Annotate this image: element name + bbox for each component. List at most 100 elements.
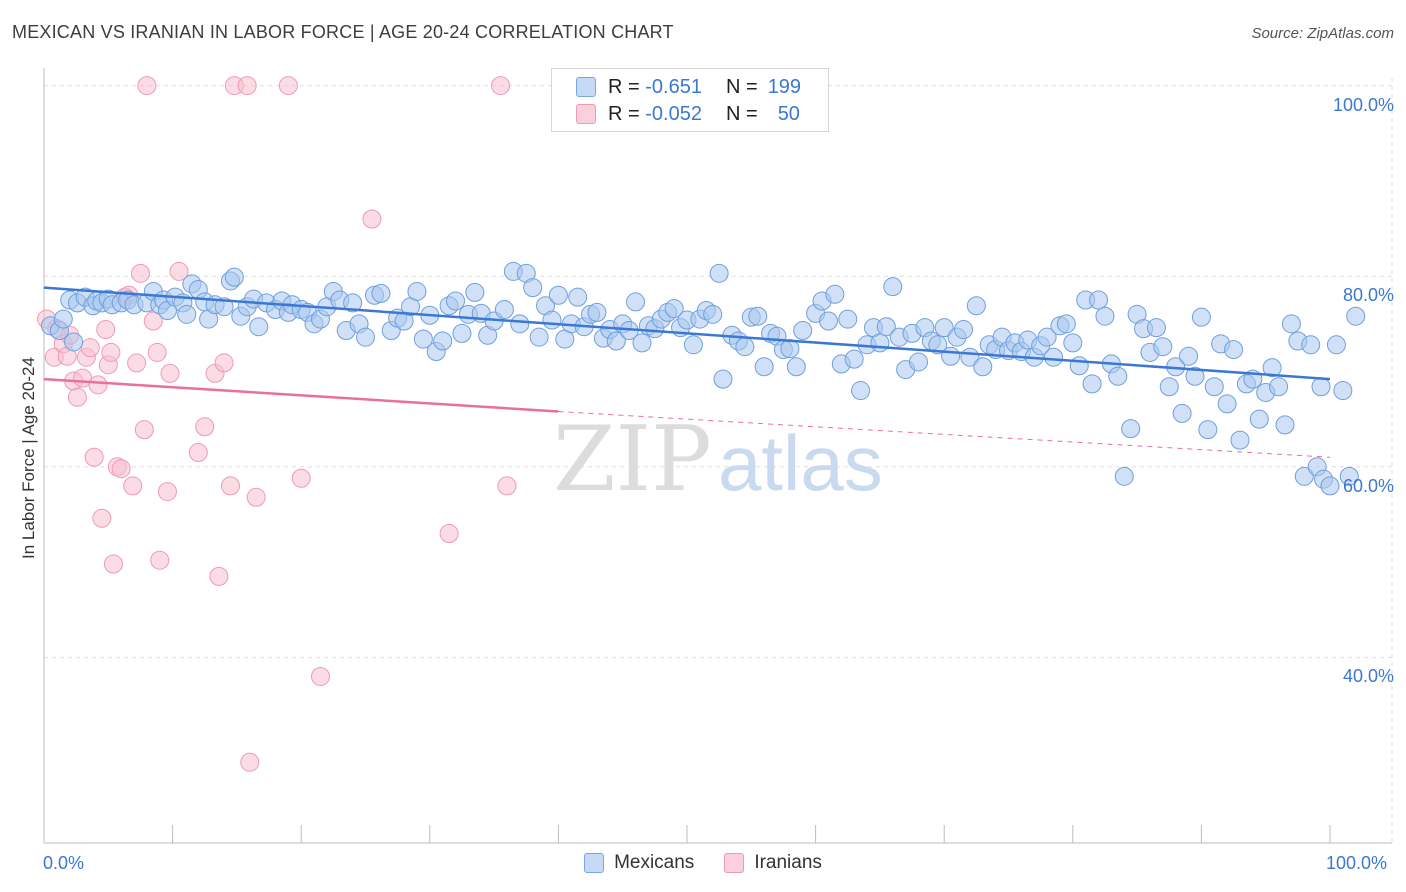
legend-item-mexicans[interactable]: Mexicans <box>584 852 694 874</box>
iranian-point <box>101 342 121 362</box>
iranian-point <box>147 342 167 362</box>
iranian-point <box>84 447 104 467</box>
mexican-point <box>1159 377 1179 397</box>
mexican-point <box>1108 366 1128 386</box>
mexicans-trend-line <box>43 286 1331 381</box>
iranian-point <box>80 338 100 358</box>
mexican-point <box>1230 430 1250 450</box>
y-axis-label: In Labor Force | Age 20-24 <box>19 357 38 559</box>
x-tick-label-min: 0.0% <box>43 853 85 873</box>
legend-swatch-iranians <box>724 853 745 873</box>
legend-swatch-iranians <box>576 104 596 124</box>
mexican-point <box>433 331 453 351</box>
mexican-point <box>713 369 733 389</box>
mexican-point <box>343 293 363 313</box>
mexican-point <box>1114 466 1134 486</box>
mexican-point <box>1198 420 1218 440</box>
mexican-point <box>224 267 244 287</box>
iranian-point <box>103 554 123 574</box>
mexican-point <box>844 349 864 369</box>
mexican-point <box>1191 307 1211 327</box>
iranian-point <box>160 363 180 383</box>
iranian-point <box>88 375 108 395</box>
mexican-point <box>1326 335 1346 355</box>
mexican-point <box>1089 290 1109 310</box>
y-tick-label: 60.0% <box>1342 475 1394 496</box>
mexican-point <box>883 277 903 297</box>
mexican-point <box>664 299 684 319</box>
iranians-points <box>37 76 517 772</box>
iranian-point <box>491 76 511 96</box>
mexican-point <box>928 335 948 355</box>
mexican-point <box>1037 327 1057 347</box>
trend-lines <box>43 286 1331 458</box>
mexican-point <box>249 317 269 337</box>
mexican-point <box>1204 377 1224 397</box>
iranian-point <box>195 417 215 437</box>
mexican-point <box>1262 358 1282 378</box>
iranian-point <box>123 476 143 496</box>
legend-r-value: -0.651 <box>645 75 702 98</box>
iranian-point <box>362 209 382 229</box>
mexican-point <box>1311 377 1331 397</box>
iranian-point <box>237 76 257 96</box>
mexican-point <box>587 302 607 322</box>
mexican-point <box>465 282 485 302</box>
mexican-point <box>523 278 543 298</box>
mexican-point <box>568 287 588 307</box>
mexican-point <box>735 337 755 357</box>
legend-n-label: N = <box>726 102 758 125</box>
y-tick-label: 100.0% <box>1332 94 1394 115</box>
mexican-point <box>748 306 768 326</box>
legend-item-iranians[interactable]: Iranians <box>724 852 822 874</box>
mexican-point <box>1281 314 1301 334</box>
iranian-point <box>310 666 330 686</box>
iranian-point <box>497 476 517 496</box>
iranian-point <box>291 468 311 488</box>
mexican-point <box>64 332 84 352</box>
mexicans-points <box>40 261 1366 496</box>
y-tick-label: 40.0% <box>1342 666 1394 687</box>
mexican-point <box>510 314 530 334</box>
mexican-point <box>626 292 646 312</box>
mexican-point <box>1217 394 1237 414</box>
mexican-point <box>606 331 626 351</box>
iranian-point <box>278 76 298 96</box>
mexican-point <box>1275 415 1295 435</box>
mexican-point <box>1185 366 1205 386</box>
iranian-point <box>96 320 116 340</box>
x-tick-label-max: 100.0% <box>1326 853 1388 873</box>
legend-r-value: -0.052 <box>645 102 702 125</box>
mexican-point <box>1082 374 1102 394</box>
iranian-point <box>214 353 234 373</box>
mexican-point <box>1172 403 1192 423</box>
mexican-point <box>548 285 568 305</box>
mexican-point <box>446 291 466 311</box>
legend-swatch-mexicans <box>584 853 605 873</box>
mexican-point <box>941 346 961 366</box>
iranian-point <box>137 76 157 96</box>
mexican-point <box>908 352 928 372</box>
legend-n-value: 199 <box>767 75 802 98</box>
correlation-legend: R = -0.651 N = 199 R = -0.052 N = 50 <box>551 68 829 132</box>
mexican-point <box>973 357 993 377</box>
mexican-point <box>529 327 549 347</box>
iranian-point <box>127 353 147 373</box>
mexican-point <box>413 329 433 349</box>
series-legend: Mexicans Iranians <box>0 852 1406 874</box>
mexican-point <box>1044 347 1064 367</box>
iranian-point <box>67 387 87 407</box>
watermark-zip: ZIP <box>553 407 712 512</box>
mexican-point <box>851 381 871 401</box>
mexican-point <box>838 309 858 329</box>
mexican-point <box>1339 466 1359 486</box>
mexican-point <box>1346 306 1366 326</box>
iranian-point <box>240 752 260 772</box>
mexican-point <box>953 320 973 340</box>
mexican-point <box>1269 377 1289 397</box>
mexican-point <box>786 357 806 377</box>
legend-row-iranians: R = -0.052 N = 50 <box>576 102 800 126</box>
mexican-point <box>1333 381 1353 401</box>
mexican-point <box>703 304 723 324</box>
